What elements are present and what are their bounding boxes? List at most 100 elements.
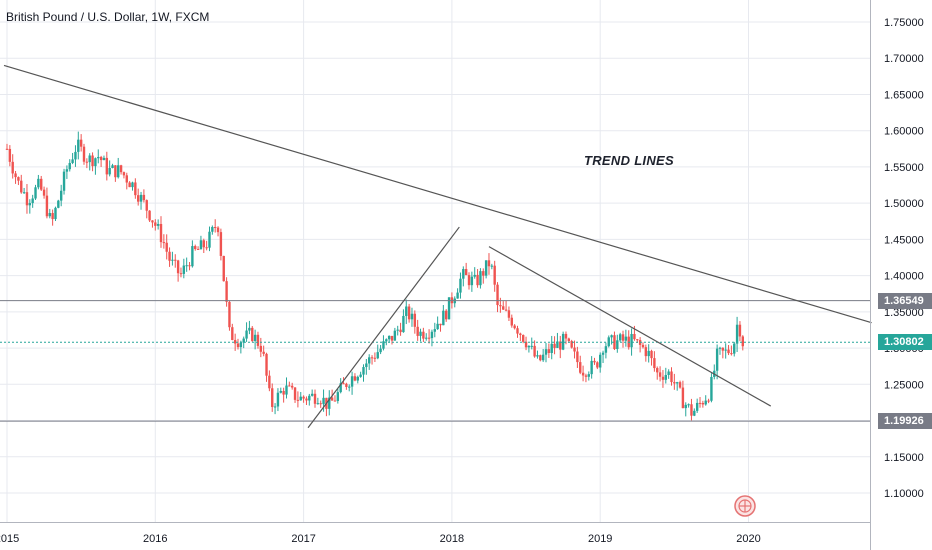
candle-body: [219, 232, 223, 256]
candle-body: [399, 329, 402, 333]
candle-body: [704, 400, 707, 405]
chart-title: British Pound / U.S. Dollar, 1W, FXCM: [6, 10, 210, 24]
candle-body: [493, 265, 496, 285]
x-tick-label: 2020: [736, 533, 760, 545]
candle-body: [422, 331, 425, 339]
candle-body: [541, 354, 545, 361]
candle-body: [308, 395, 311, 401]
candle-body: [407, 306, 411, 320]
chart-grid: [0, 0, 870, 522]
candle-body: [174, 259, 177, 261]
candle-body: [348, 386, 351, 388]
candle-body: [296, 399, 300, 401]
candle-body: [271, 388, 274, 407]
candle-body: [556, 341, 559, 348]
candle-body: [387, 335, 391, 340]
candle-body: [590, 360, 593, 375]
candle-body: [456, 292, 459, 299]
candle-body: [59, 190, 63, 201]
candle-body: [48, 213, 51, 217]
candle-body: [208, 231, 211, 248]
candle-body: [738, 324, 742, 337]
candle-body: [507, 310, 511, 318]
y-tick-label: 1.65000: [884, 89, 924, 101]
candle-body: [88, 155, 91, 163]
y-tick-label: 1.70000: [884, 53, 924, 65]
candle-body: [647, 350, 650, 357]
y-tick-label: 1.75000: [884, 17, 924, 29]
candle-body: [690, 404, 693, 416]
candle-body: [730, 353, 733, 355]
candle-body: [476, 274, 479, 286]
candle-body: [94, 158, 97, 167]
candle-body: [564, 333, 568, 339]
candle-body: [236, 343, 240, 348]
candle-body: [91, 155, 94, 167]
candle-body: [40, 178, 43, 190]
candle-body: [256, 334, 260, 346]
candle-body: [228, 301, 231, 328]
candle-body: [353, 376, 357, 381]
candle-body: [430, 331, 434, 339]
candle-body: [473, 274, 476, 277]
candle-body: [733, 343, 736, 354]
candle-body: [213, 226, 217, 228]
candle-body: [676, 382, 679, 384]
candle-body: [310, 393, 314, 396]
candle-body: [54, 207, 57, 220]
trend-line: [3, 64, 872, 324]
candle-body: [593, 360, 596, 363]
candle-body: [536, 355, 539, 357]
candle-body: [513, 325, 516, 329]
candle-body: [248, 327, 251, 331]
candle-body: [393, 330, 397, 341]
candle-body: [373, 357, 377, 359]
candle-body: [721, 347, 725, 351]
candle-body: [134, 182, 137, 196]
candle-body: [376, 352, 379, 359]
candle-body: [567, 338, 571, 342]
candle-body: [125, 175, 128, 183]
candle-body: [502, 306, 505, 310]
candle-body: [262, 351, 265, 354]
candle-body: [316, 403, 320, 405]
candle-body: [482, 271, 485, 276]
candle-body: [77, 139, 80, 152]
x-tick-label: 2017: [291, 533, 315, 545]
candle-body: [707, 400, 710, 402]
candle-body: [156, 223, 160, 226]
candle-body: [105, 157, 109, 175]
candle-body: [410, 313, 414, 320]
candle-body: [162, 242, 166, 244]
candle-body: [419, 331, 422, 336]
candle-body: [621, 334, 625, 341]
candle-body: [553, 343, 556, 348]
candle-body: [439, 323, 442, 326]
candle-body: [519, 333, 522, 336]
candle-body: [641, 344, 645, 348]
candle-body: [57, 200, 60, 208]
candle-body: [684, 404, 687, 409]
candle-body: [182, 265, 186, 274]
candle-body: [131, 182, 134, 188]
candle-body: [265, 353, 268, 376]
level-price-tag: 1.36549: [878, 292, 932, 309]
candle-body: [385, 339, 388, 342]
candle-body: [199, 240, 203, 250]
candle-body: [290, 385, 294, 388]
candle-body: [658, 372, 662, 377]
candle-body: [239, 342, 243, 348]
candle-body: [345, 383, 348, 387]
y-tick-label: 1.45000: [884, 234, 924, 246]
candle-body: [693, 410, 696, 416]
candle-body: [413, 313, 417, 327]
candle-body: [433, 329, 436, 332]
candle-body: [427, 337, 431, 339]
candle-body: [268, 375, 271, 389]
candle-body: [159, 223, 163, 243]
candle-body: [530, 345, 533, 347]
candle-body: [253, 334, 257, 341]
candle-body: [14, 173, 17, 178]
candle-body: [171, 259, 174, 261]
